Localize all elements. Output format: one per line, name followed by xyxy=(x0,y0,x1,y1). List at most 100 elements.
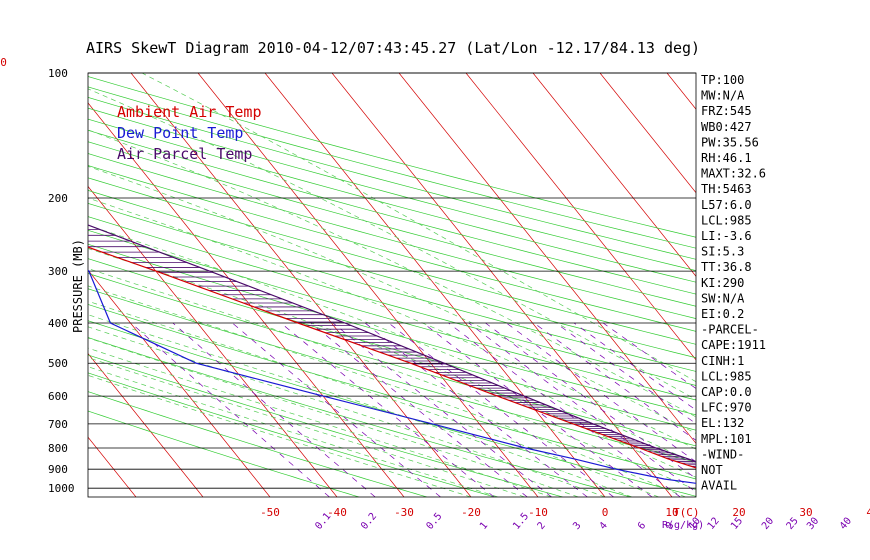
mixing-ratio-tick-label: 20 xyxy=(760,516,776,532)
moist-adiabat-line xyxy=(88,165,696,434)
index-entry: SI:5.3 xyxy=(701,245,744,259)
legend-entry: Dew Point Temp xyxy=(117,124,243,142)
index-entry: MW:N/A xyxy=(701,89,745,103)
pressure-tick-label: 900 xyxy=(48,463,68,476)
dry-adiabat-line xyxy=(88,320,696,497)
index-entry: L57:6.0 xyxy=(701,198,752,212)
mixing-ratio-tick-label: 25 xyxy=(785,516,801,532)
index-entry: CINH:1 xyxy=(701,354,744,368)
isotherm-line xyxy=(88,353,204,497)
mixing-ratio-tick-label: 3 xyxy=(571,520,583,532)
isotherm-line xyxy=(465,73,696,361)
mixing-ratio-line xyxy=(485,322,696,479)
dry-adiabat-line xyxy=(88,391,427,497)
bottom-temp-tick-label: -40 xyxy=(327,506,347,519)
bottom-temp-tick-label: 20 xyxy=(732,506,745,519)
mixing-ratio-line xyxy=(422,322,653,497)
index-entry: KI:290 xyxy=(701,276,744,290)
bottom-temp-tick-label: 0 xyxy=(602,506,609,519)
dry-adiabat-line xyxy=(88,337,631,497)
index-entry: EL:132 xyxy=(701,416,744,430)
pressure-tick-label: 500 xyxy=(48,357,68,370)
temperature-profile-line xyxy=(88,246,696,469)
mixing-ratio-line xyxy=(280,322,495,497)
moist-adiabat-line xyxy=(88,347,552,497)
isotherm-line xyxy=(0,73,69,497)
pressure-tick-label: 600 xyxy=(48,390,68,403)
profiles xyxy=(88,224,696,484)
dry-adiabat-line xyxy=(88,216,696,386)
bottom-temp-tick-label: -30 xyxy=(394,506,414,519)
dry-adiabat-line xyxy=(88,129,696,295)
dry-adiabat-line xyxy=(88,190,696,359)
isotherm-line xyxy=(88,102,405,497)
parcel-profile-line xyxy=(88,224,696,463)
dry-adiabat-line xyxy=(88,258,696,431)
mixing-ratio-line xyxy=(364,322,588,497)
mixing-ratio-line xyxy=(573,322,696,411)
moist-adiabat-line xyxy=(88,248,696,478)
isotherm-line xyxy=(264,73,606,497)
legend-entry: Ambient Air Temp xyxy=(117,103,262,121)
dry-adiabat-line xyxy=(88,372,495,497)
moist-adiabat-line xyxy=(88,366,498,497)
dry-adiabat-line xyxy=(88,118,696,283)
moist-adiabat-line xyxy=(88,197,696,450)
mixing-ratio-line xyxy=(310,322,528,497)
index-entry: RH:46.1 xyxy=(701,151,752,165)
mixing-ratio-line xyxy=(232,322,441,497)
axis-ticks: 1002003004005006007008009001000-120-110-… xyxy=(0,56,870,532)
chart-title: AIRS SkewT Diagram 2010-04-12/07:43:45.2… xyxy=(86,39,700,57)
index-entry: LI:-3.6 xyxy=(701,229,752,243)
isotherm-line xyxy=(88,185,338,497)
index-entry: MPL:101 xyxy=(701,432,752,446)
isotherm-line xyxy=(666,73,696,110)
legend: Ambient Air Temp Dew Point Temp Air Parcel… xyxy=(117,103,262,163)
dry-adiabat-line xyxy=(88,86,696,249)
index-entry: CAPE:1911 xyxy=(701,338,766,352)
index-entry: SW:N/A xyxy=(701,291,745,305)
pressure-tick-label: 100 xyxy=(48,67,68,80)
dry-adiabat-line xyxy=(88,202,696,372)
isotherm-line xyxy=(130,73,472,497)
mixing-ratio-line xyxy=(332,322,552,497)
moist-adiabat-line xyxy=(88,300,659,497)
mixing-ratio-tick-label: 12 xyxy=(706,516,722,532)
index-entry: LCL:985 xyxy=(701,369,752,383)
isotherm-line xyxy=(398,73,696,444)
index-entry: PW:35.56 xyxy=(701,135,759,149)
mixing-ratio-line xyxy=(130,322,330,497)
index-entry: CAP:0.0 xyxy=(701,385,752,399)
moist-adiabat-line xyxy=(88,268,696,491)
moist-adiabat-line xyxy=(88,374,472,497)
index-entry: WB0:427 xyxy=(701,120,752,134)
mixing-ratio-tick-label: 2 xyxy=(536,520,548,532)
bottom-axis-unit: T(C) xyxy=(673,506,700,519)
dewpoint-profile-line xyxy=(88,269,696,484)
index-entry: -PARCEL- xyxy=(701,323,759,337)
bottom-temp-tick-label: -20 xyxy=(461,506,481,519)
bottom-temp-tick-label: 10 xyxy=(665,506,678,519)
moist-adiabat-line xyxy=(88,337,579,497)
pressure-tick-label: 700 xyxy=(48,418,68,431)
index-entry: -WIND- xyxy=(701,447,744,461)
dry-adiabat-line xyxy=(88,97,696,260)
isotherm-line xyxy=(0,73,2,497)
pressure-tick-label: 300 xyxy=(48,265,68,278)
mixing-ratio-tick-label: 0.5 xyxy=(424,511,444,532)
moist-adiabat-line xyxy=(88,129,696,418)
mixing-ratio-tick-label: 8 xyxy=(664,520,676,532)
moist-adiabat-line xyxy=(88,224,696,465)
index-entry: TP:100 xyxy=(701,73,744,87)
isotherm-line xyxy=(599,73,696,194)
index-entry: EI:0.2 xyxy=(701,307,744,321)
bottom-temp-tick-label: -10 xyxy=(528,506,548,519)
mixing-ratio-tick-label: 4 xyxy=(598,520,610,532)
bottom-temp-tick-label: -50 xyxy=(260,506,280,519)
moist-adiabat-line xyxy=(88,88,696,400)
isotherm-line xyxy=(88,269,271,497)
mixing-ratio-tick-label: 40 xyxy=(838,516,854,532)
dry-adiabat-line xyxy=(88,141,696,307)
pressure-tick-label: 1000 xyxy=(48,482,75,495)
